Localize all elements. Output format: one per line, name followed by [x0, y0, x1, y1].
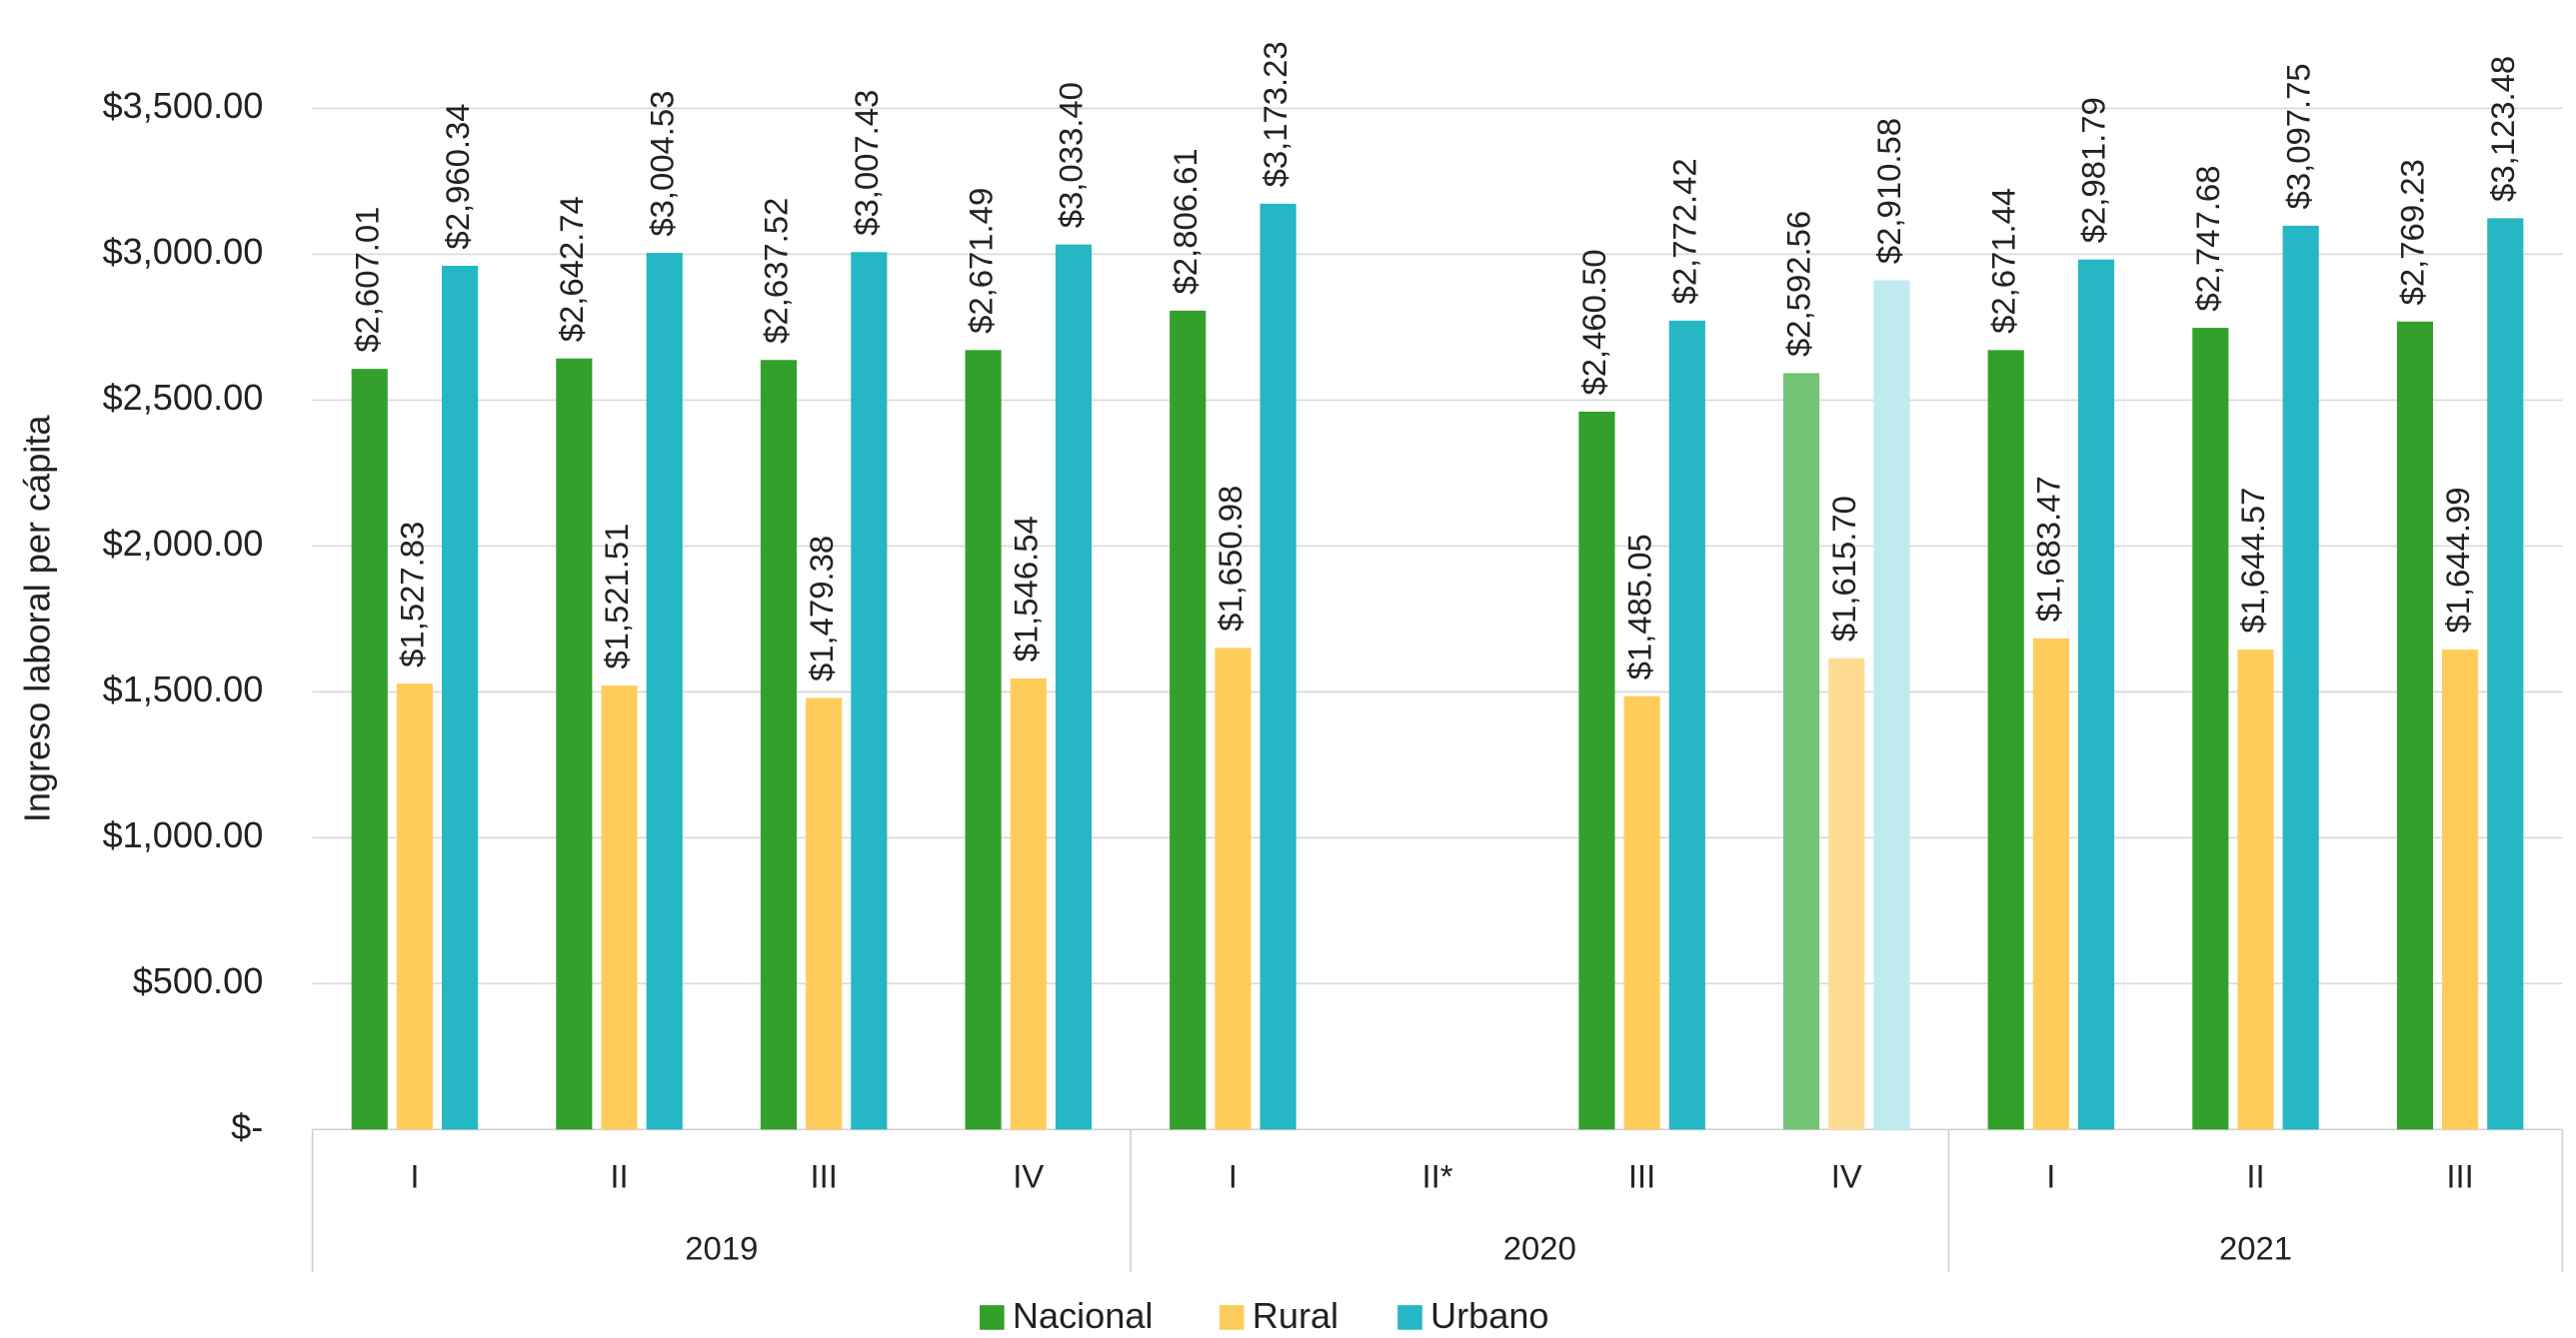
- bar: [760, 360, 798, 1130]
- x-tick-label: II: [610, 1157, 628, 1194]
- bar: [396, 683, 433, 1130]
- data-label: $3,004.53: [643, 91, 680, 237]
- bar: [2077, 259, 2115, 1130]
- bar: [1623, 695, 1660, 1130]
- data-label: $3,173.23: [1257, 41, 1293, 187]
- data-label: $2,806.61: [1167, 148, 1204, 294]
- data-label: $3,123.48: [2484, 56, 2521, 202]
- bar: [1873, 280, 1910, 1130]
- legend-label: Rural: [1253, 1295, 1338, 1336]
- bar: [351, 369, 388, 1130]
- group-label: 2020: [1503, 1230, 1576, 1267]
- bar: [2032, 638, 2069, 1130]
- data-label: $2,769.23: [2394, 159, 2431, 305]
- x-tick-label: II*: [1421, 1157, 1452, 1194]
- bar: [1987, 350, 2024, 1130]
- data-label: $2,910.58: [1870, 118, 1907, 264]
- data-label: $3,033.40: [1053, 82, 1090, 228]
- bar: [1828, 658, 1865, 1130]
- bar: [1668, 320, 1705, 1130]
- bar: [2282, 225, 2319, 1130]
- data-label: $2,642.74: [553, 196, 590, 342]
- bar: [2192, 328, 2229, 1130]
- bar: [601, 685, 638, 1130]
- legend-swatch: [980, 1305, 1005, 1330]
- group-label: 2021: [2219, 1230, 2292, 1267]
- x-tick-label: I: [410, 1157, 419, 1194]
- bar: [806, 697, 843, 1130]
- data-label: $2,981.79: [2075, 97, 2112, 243]
- bar: [646, 253, 683, 1130]
- data-label: $2,460.50: [1575, 249, 1612, 395]
- data-label: $1,644.99: [2439, 487, 2476, 633]
- x-tick-label: I: [2046, 1157, 2055, 1194]
- x-tick-label: III: [2446, 1157, 2473, 1194]
- group-label: 2019: [685, 1230, 758, 1267]
- data-label: $1,479.38: [803, 536, 840, 681]
- data-label: $1,615.70: [1825, 496, 1862, 642]
- x-tick-label: III: [810, 1157, 837, 1194]
- data-label: $2,772.42: [1665, 158, 1702, 304]
- bar: [556, 358, 593, 1130]
- bar: [2237, 650, 2274, 1130]
- bar: [1782, 373, 1820, 1130]
- x-tick-label: I: [1229, 1157, 1238, 1194]
- legend-label: Nacional: [1013, 1295, 1154, 1336]
- bar: [1170, 310, 1207, 1130]
- y-tick-label: $3,500.00: [103, 85, 264, 126]
- bar: [2487, 218, 2524, 1130]
- bar: [851, 252, 888, 1130]
- legend-swatch: [1397, 1305, 1422, 1330]
- y-tick-label: $2,000.00: [103, 523, 264, 564]
- y-axis-title: Ingreso laboral per cápita: [16, 415, 57, 823]
- legend-swatch: [1219, 1305, 1245, 1330]
- legend-label: Urbano: [1430, 1295, 1548, 1336]
- data-label: $2,747.68: [2189, 166, 2226, 312]
- data-label: $1,546.54: [1007, 516, 1044, 662]
- data-label: $2,960.34: [439, 103, 476, 249]
- bar: [2396, 321, 2434, 1130]
- bar: [1055, 244, 1093, 1130]
- y-tick-label: $-: [231, 1106, 263, 1147]
- bar: [1578, 411, 1615, 1130]
- bar: [1010, 677, 1047, 1130]
- data-label: $2,637.52: [758, 198, 795, 344]
- bar: [442, 266, 479, 1130]
- data-label: $2,592.56: [1780, 211, 1817, 357]
- y-tick-label: $3,000.00: [103, 231, 264, 272]
- data-label: $3,097.75: [2279, 63, 2316, 209]
- data-label: $2,671.44: [1984, 188, 2021, 334]
- data-label: $2,671.49: [962, 188, 999, 334]
- data-label: $1,485.05: [1620, 534, 1657, 679]
- data-label: $1,683.47: [2030, 476, 2067, 622]
- data-label: $1,650.98: [1212, 486, 1249, 632]
- data-label: $1,527.83: [394, 522, 431, 668]
- y-tick-label: $1,500.00: [103, 669, 264, 709]
- x-tick-label: III: [1628, 1157, 1655, 1194]
- data-label: $2,607.01: [348, 207, 385, 353]
- data-label: $3,007.43: [848, 90, 885, 236]
- bar: [1260, 203, 1296, 1130]
- data-label: $1,644.57: [2234, 488, 2271, 634]
- bar: [2442, 650, 2479, 1130]
- data-label: $1,521.51: [598, 524, 635, 669]
- x-tick-label: II: [2246, 1157, 2264, 1194]
- bar: [965, 350, 1002, 1130]
- y-tick-label: $1,000.00: [103, 814, 264, 855]
- x-tick-label: IV: [1013, 1157, 1044, 1194]
- y-tick-label: $500.00: [133, 960, 264, 1001]
- bar: [1215, 648, 1252, 1130]
- y-tick-label: $2,500.00: [103, 377, 264, 418]
- x-tick-label: IV: [1831, 1157, 1862, 1194]
